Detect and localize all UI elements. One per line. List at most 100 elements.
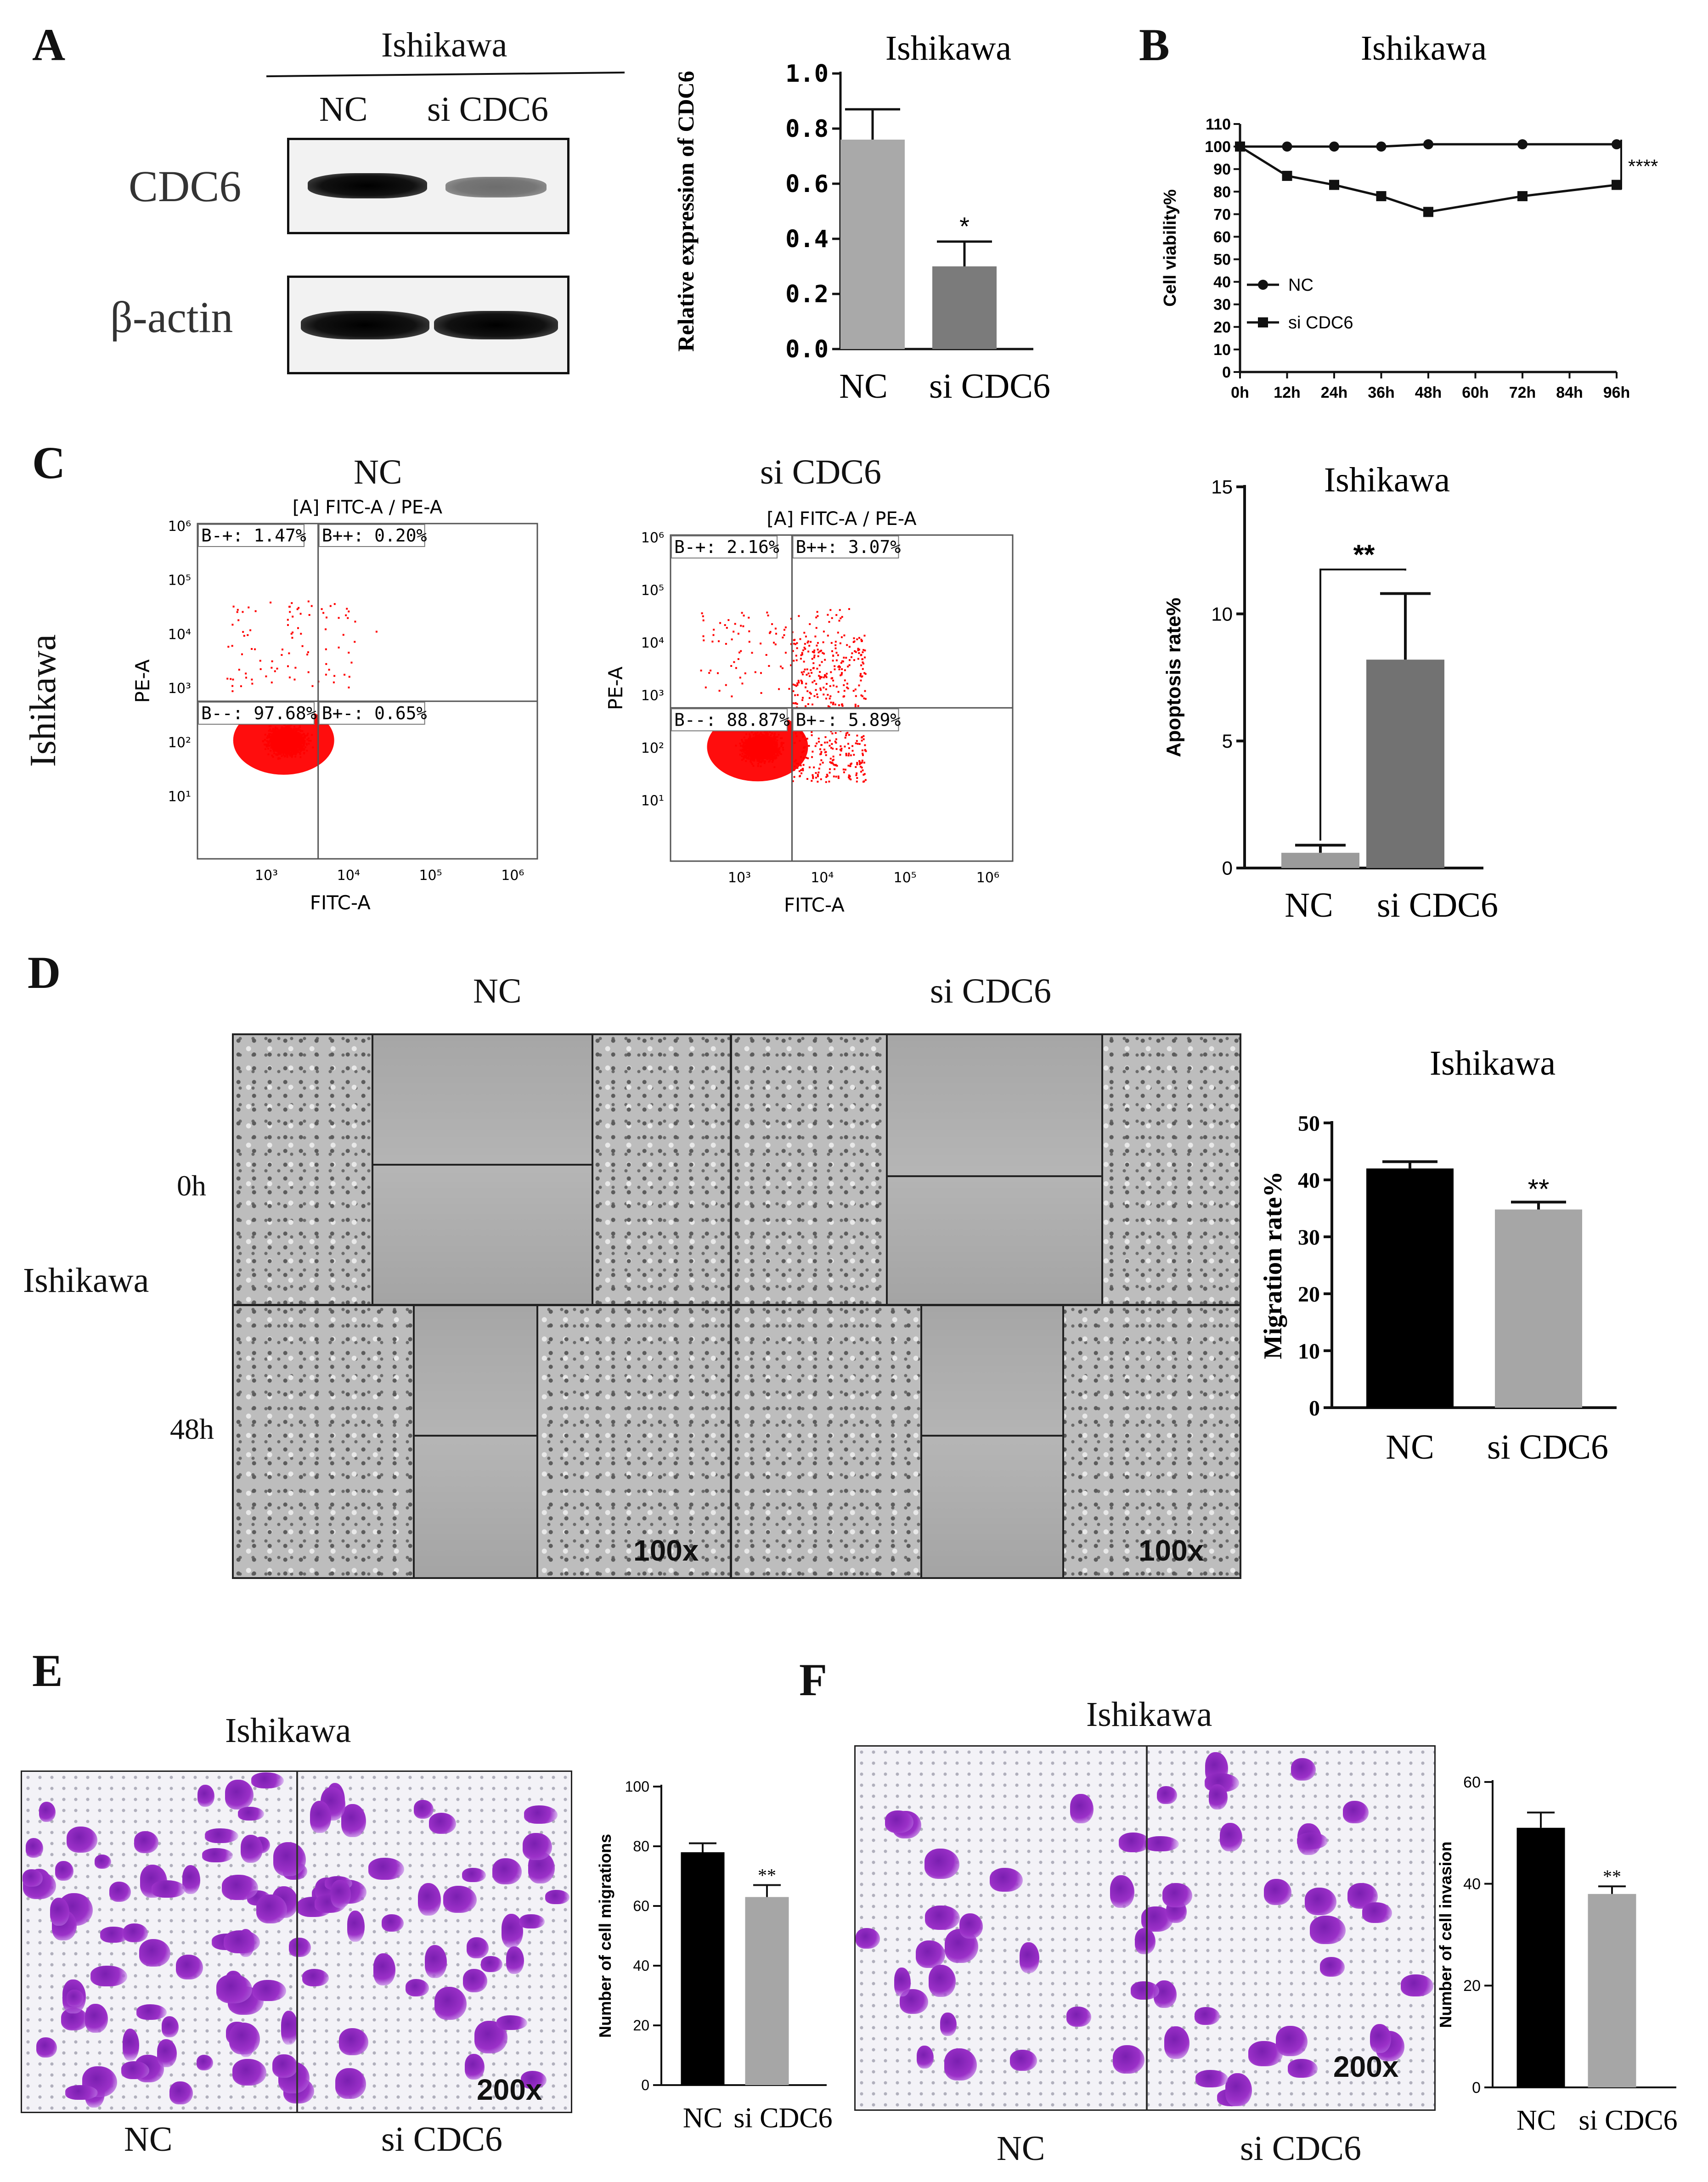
flow-x-tick-label: 10³ <box>255 868 278 884</box>
y-tick-label: 70 <box>1213 206 1231 223</box>
stained-cell <box>924 1848 959 1879</box>
y-tick-label: 0 <box>1309 1396 1320 1421</box>
y-axis-label: Migration rate% <box>1259 1172 1287 1359</box>
stained-cell <box>1343 1801 1369 1823</box>
stained-cell <box>1162 1883 1193 1908</box>
stained-cell <box>36 2037 57 2058</box>
stained-cell <box>176 1955 203 1980</box>
x-tick-label: 36h <box>1368 384 1395 401</box>
x-tick-label: 24h <box>1321 384 1348 401</box>
scratch-time-48h: 48h <box>170 1413 214 1445</box>
stained-cell <box>959 1913 983 1939</box>
flow-y-tick-label: 10¹ <box>641 793 664 809</box>
stained-cell <box>341 1804 366 1837</box>
bar <box>681 1852 725 2085</box>
y-tick-label: 1.0 <box>785 60 829 88</box>
category-label: NC <box>683 2103 722 2134</box>
scratch-wound-gap <box>413 1306 538 1577</box>
wb-divider <box>266 71 625 78</box>
stained-cell <box>123 1923 148 1943</box>
stained-cell <box>151 1880 186 1898</box>
flow-y-axis-label: PE-A <box>131 659 154 703</box>
stained-cell <box>1362 1902 1392 1923</box>
stained-cell <box>545 1889 570 1905</box>
transwell-mig-divider <box>296 1772 298 2112</box>
scratch-magnification-si: 100x <box>1139 1534 1204 1567</box>
data-point <box>1423 207 1433 217</box>
transwell-mig-magnification: 200x <box>477 2073 542 2106</box>
flow-y-tick-label: 10⁴ <box>641 635 664 651</box>
stained-cell <box>925 1906 960 1930</box>
scratch-magnification-nc: 100x <box>633 1534 699 1567</box>
chart-b-viability: Ishikawa 0 10 20 30 40 50 60 70 80 90 100 110 0h 12h 24… <box>1161 29 1658 401</box>
y-axis-label: Number of cell migrations <box>596 1834 614 2038</box>
stained-cell <box>524 1805 558 1824</box>
stained-cell <box>237 1806 264 1821</box>
stained-cell <box>67 1989 84 2007</box>
category-label: si CDC6 <box>1487 1428 1608 1466</box>
y-tick-label: 20 <box>633 2017 649 2034</box>
flow-y-tick-label: 10¹ <box>168 789 191 805</box>
stained-cell <box>302 1969 329 1986</box>
data-point <box>1376 141 1387 152</box>
y-axis-label: Relative expression of CDC6 <box>673 71 699 352</box>
stained-cell <box>1194 2007 1220 2025</box>
stained-cell <box>251 1772 284 1788</box>
stained-cell <box>434 1986 467 2020</box>
quadrant-label-ll: B--: 97.68% <box>201 703 317 723</box>
stained-cell <box>221 1875 258 1900</box>
transwell-mig-label-si: si CDC6 <box>381 2120 502 2159</box>
bar <box>1366 1168 1454 1408</box>
scratch-cell-line: Ishikawa <box>23 1261 149 1300</box>
stained-cell <box>989 1868 1023 1892</box>
stained-cell <box>122 2029 139 2061</box>
quadrant-label-ul: B-+: 1.47% <box>201 525 306 546</box>
stained-cell <box>216 1974 253 2003</box>
stained-cell <box>85 2003 108 2033</box>
stained-cell <box>121 2061 149 2079</box>
x-tick-label: 12h <box>1274 384 1301 401</box>
flow-y-tick-label: 10⁶ <box>168 519 191 535</box>
y-tick-label: 0.0 <box>785 336 829 363</box>
stained-cell <box>1291 1758 1316 1781</box>
stained-cell <box>197 1784 215 1807</box>
stained-cell <box>940 2012 957 2036</box>
x-tick-label: 84h <box>1556 384 1583 401</box>
chart-title: Ishikawa <box>885 29 1011 68</box>
stained-cell <box>1110 1875 1134 1908</box>
wb-blot-cdc6 <box>287 138 569 234</box>
significance-mark: ** <box>758 1865 776 1886</box>
stained-cell <box>856 1928 880 1949</box>
data-point <box>1329 141 1339 152</box>
wb-band-cdc6-si <box>445 177 547 197</box>
chart-d-migration-rate: 0 10 20 30 40 50 NC si CDC6 Ishikawa Migration ra… <box>1259 1044 1617 1466</box>
stained-cell <box>521 2071 547 2089</box>
quadrant-label-lr: B+-: 5.89% <box>795 710 901 730</box>
y-axis-label: Apoptosis rate% <box>1162 598 1185 757</box>
y-tick-label: 60 <box>1463 1774 1481 1791</box>
flow-y-tick-label: 10² <box>641 740 664 756</box>
wb-lane-nc: NC <box>319 90 368 129</box>
stained-cell <box>885 1810 913 1833</box>
flow-x-tick-label: 10⁵ <box>419 868 442 884</box>
stained-cell <box>240 1834 263 1863</box>
quadrant-label-ul: B-+: 2.16% <box>674 537 779 557</box>
scratch-wound-gap <box>886 1035 1103 1304</box>
y-tick-label: 30 <box>1213 296 1231 314</box>
stained-cell <box>1370 2024 1391 2053</box>
scratch-seam <box>886 1175 1102 1177</box>
panel-label-d: D <box>28 947 61 998</box>
stained-cell <box>917 2046 934 2069</box>
significance-bracket <box>1319 569 1406 841</box>
wb-row-cdc6: CDC6 <box>129 162 242 211</box>
category-label: NC <box>1516 2105 1556 2136</box>
y-tick-label: 60 <box>1213 228 1231 246</box>
stained-cell <box>347 1910 365 1942</box>
stained-cell <box>272 2054 298 2078</box>
y-axis-label: Cell viability% <box>1161 189 1180 307</box>
stained-cell <box>1195 2069 1228 2087</box>
category-label: NC <box>1386 1428 1434 1466</box>
stained-cell <box>944 2048 977 2081</box>
stained-cell <box>157 2039 177 2068</box>
flow-plot-title: NC <box>354 453 402 491</box>
